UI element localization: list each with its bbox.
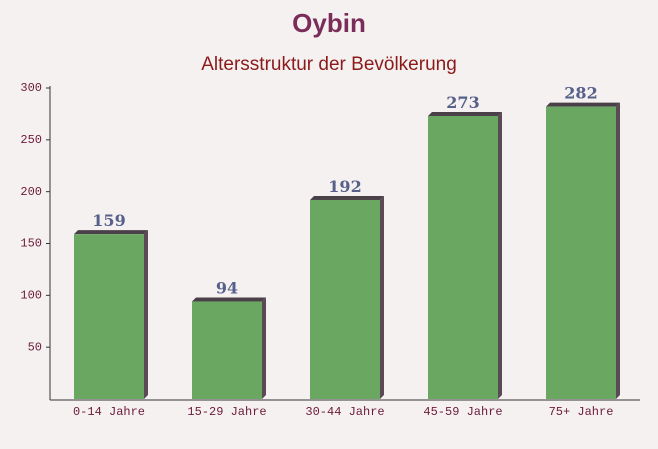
y-tick-label: 250 [20,133,42,147]
bar-shadow [310,195,384,200]
x-tick-label: 75+ Jahre [549,405,614,419]
x-tick-label: 15-29 Jahre [187,405,266,419]
bar-shadow [380,195,384,399]
y-tick-label: 200 [20,185,42,199]
value-label: 159 [92,211,125,230]
value-label: 192 [328,177,361,196]
chart-title: Oybin [292,8,366,38]
bar-shadow [498,111,502,400]
bar-shadow [144,230,148,399]
bar [546,106,616,399]
bar-shadow [616,102,620,399]
x-tick-label: 30-44 Jahre [305,405,384,419]
bar-shadow [192,297,266,302]
y-tick-label: 150 [20,237,42,251]
x-tick-label: 45-59 Jahre [423,405,502,419]
bar [428,115,498,400]
bar [192,301,262,399]
value-label: 282 [564,84,597,103]
bar-shadow [262,297,266,399]
bar-shadow [74,230,148,235]
chart-subtitle: Altersstruktur der Bevölkerung [201,54,457,75]
bar-shadow [546,102,620,107]
bar [74,234,144,399]
y-tick-label: 50 [28,340,42,354]
value-label: 94 [216,279,238,298]
bar-shadow [428,111,502,116]
y-tick-label: 300 [20,81,42,95]
bar [310,199,380,399]
y-tick-label: 100 [20,289,42,303]
value-label: 273 [446,93,479,112]
x-tick-label: 0-14 Jahre [73,405,145,419]
